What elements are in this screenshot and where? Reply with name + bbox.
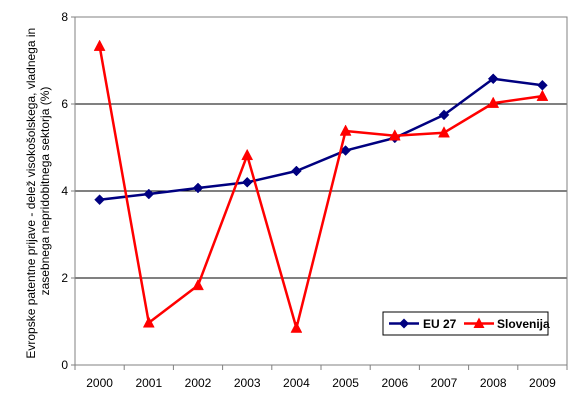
x-tick-label-2003: 2003	[234, 376, 261, 390]
y-axis: 0 2 4 6 8	[61, 10, 75, 372]
point-slovenija-2006	[388, 129, 401, 141]
y-tick-label-0: 0	[61, 358, 68, 372]
legend-label-slovenija: Slovenija	[497, 317, 550, 331]
legend-marker-eu27	[399, 318, 409, 329]
point-eu27-2002	[192, 182, 204, 194]
y-axis-label: Evropske patentne prijave - delež visoko…	[22, 23, 52, 358]
point-slovenija-2003	[241, 148, 254, 161]
series-line-eu27	[99, 77, 543, 201]
point-eu27-2000	[94, 194, 105, 206]
x-tick-label-2005: 2005	[332, 376, 359, 390]
x-tick-label-2009: 2009	[529, 376, 556, 390]
point-slovenija-2001	[142, 316, 155, 328]
series-layer	[93, 39, 549, 333]
legend-item-eu27: EU 27	[389, 317, 457, 331]
point-slovenija-2008	[487, 96, 500, 108]
x-tick-label-2008: 2008	[480, 376, 507, 390]
point-eu27-2001	[143, 188, 155, 200]
x-tick-label-2004: 2004	[283, 376, 310, 390]
y-tick-label-3: 6	[61, 97, 68, 111]
point-slovenija-2005	[339, 124, 352, 136]
point-slovenija-2004	[290, 321, 303, 333]
y-axis-label-line-2: zasebnega nepridobitnega sektorja (%)	[38, 87, 52, 296]
gridlines	[75, 103, 567, 279]
legend-item-slovenija: Slovenija	[464, 317, 550, 331]
x-tick-label-2006: 2006	[381, 376, 408, 390]
y-tick-label-1: 2	[61, 271, 68, 285]
x-tick-label-2000: 2000	[86, 376, 113, 390]
x-tick-label-2001: 2001	[135, 376, 162, 390]
point-slovenija-2002	[192, 278, 204, 291]
series-slovenija	[93, 39, 549, 333]
legend: EU 27 Slovenija	[382, 311, 550, 336]
y-tick-label-2: 4	[61, 184, 68, 198]
y-tick-label-4: 8	[61, 10, 68, 24]
legend-marker-slovenija	[473, 317, 485, 328]
point-eu27-2007	[438, 109, 450, 121]
plot-area: 2000 2001 2002 2003 2004 2005 2006 2007 2008 2009…	[61, 10, 568, 390]
x-axis: 2000 2001 2002 2003 2004 2005 2006 2007 2008 2009	[74, 365, 568, 390]
series-line-slovenija	[98, 45, 543, 330]
point-eu27-2003	[241, 176, 253, 188]
x-tick-label-2007: 2007	[431, 376, 458, 390]
point-slovenija-2009	[536, 89, 549, 101]
point-eu27-2004	[291, 165, 302, 177]
x-tick-label-2002: 2002	[185, 376, 212, 390]
point-slovenija-2000	[93, 39, 106, 51]
y-axis-label-line-1: Evropske patentne prijave - delež visoko…	[24, 28, 38, 359]
point-slovenija-2007	[438, 126, 450, 138]
legend-label-eu27: EU 27	[423, 317, 457, 331]
point-eu27-2008	[487, 73, 499, 85]
